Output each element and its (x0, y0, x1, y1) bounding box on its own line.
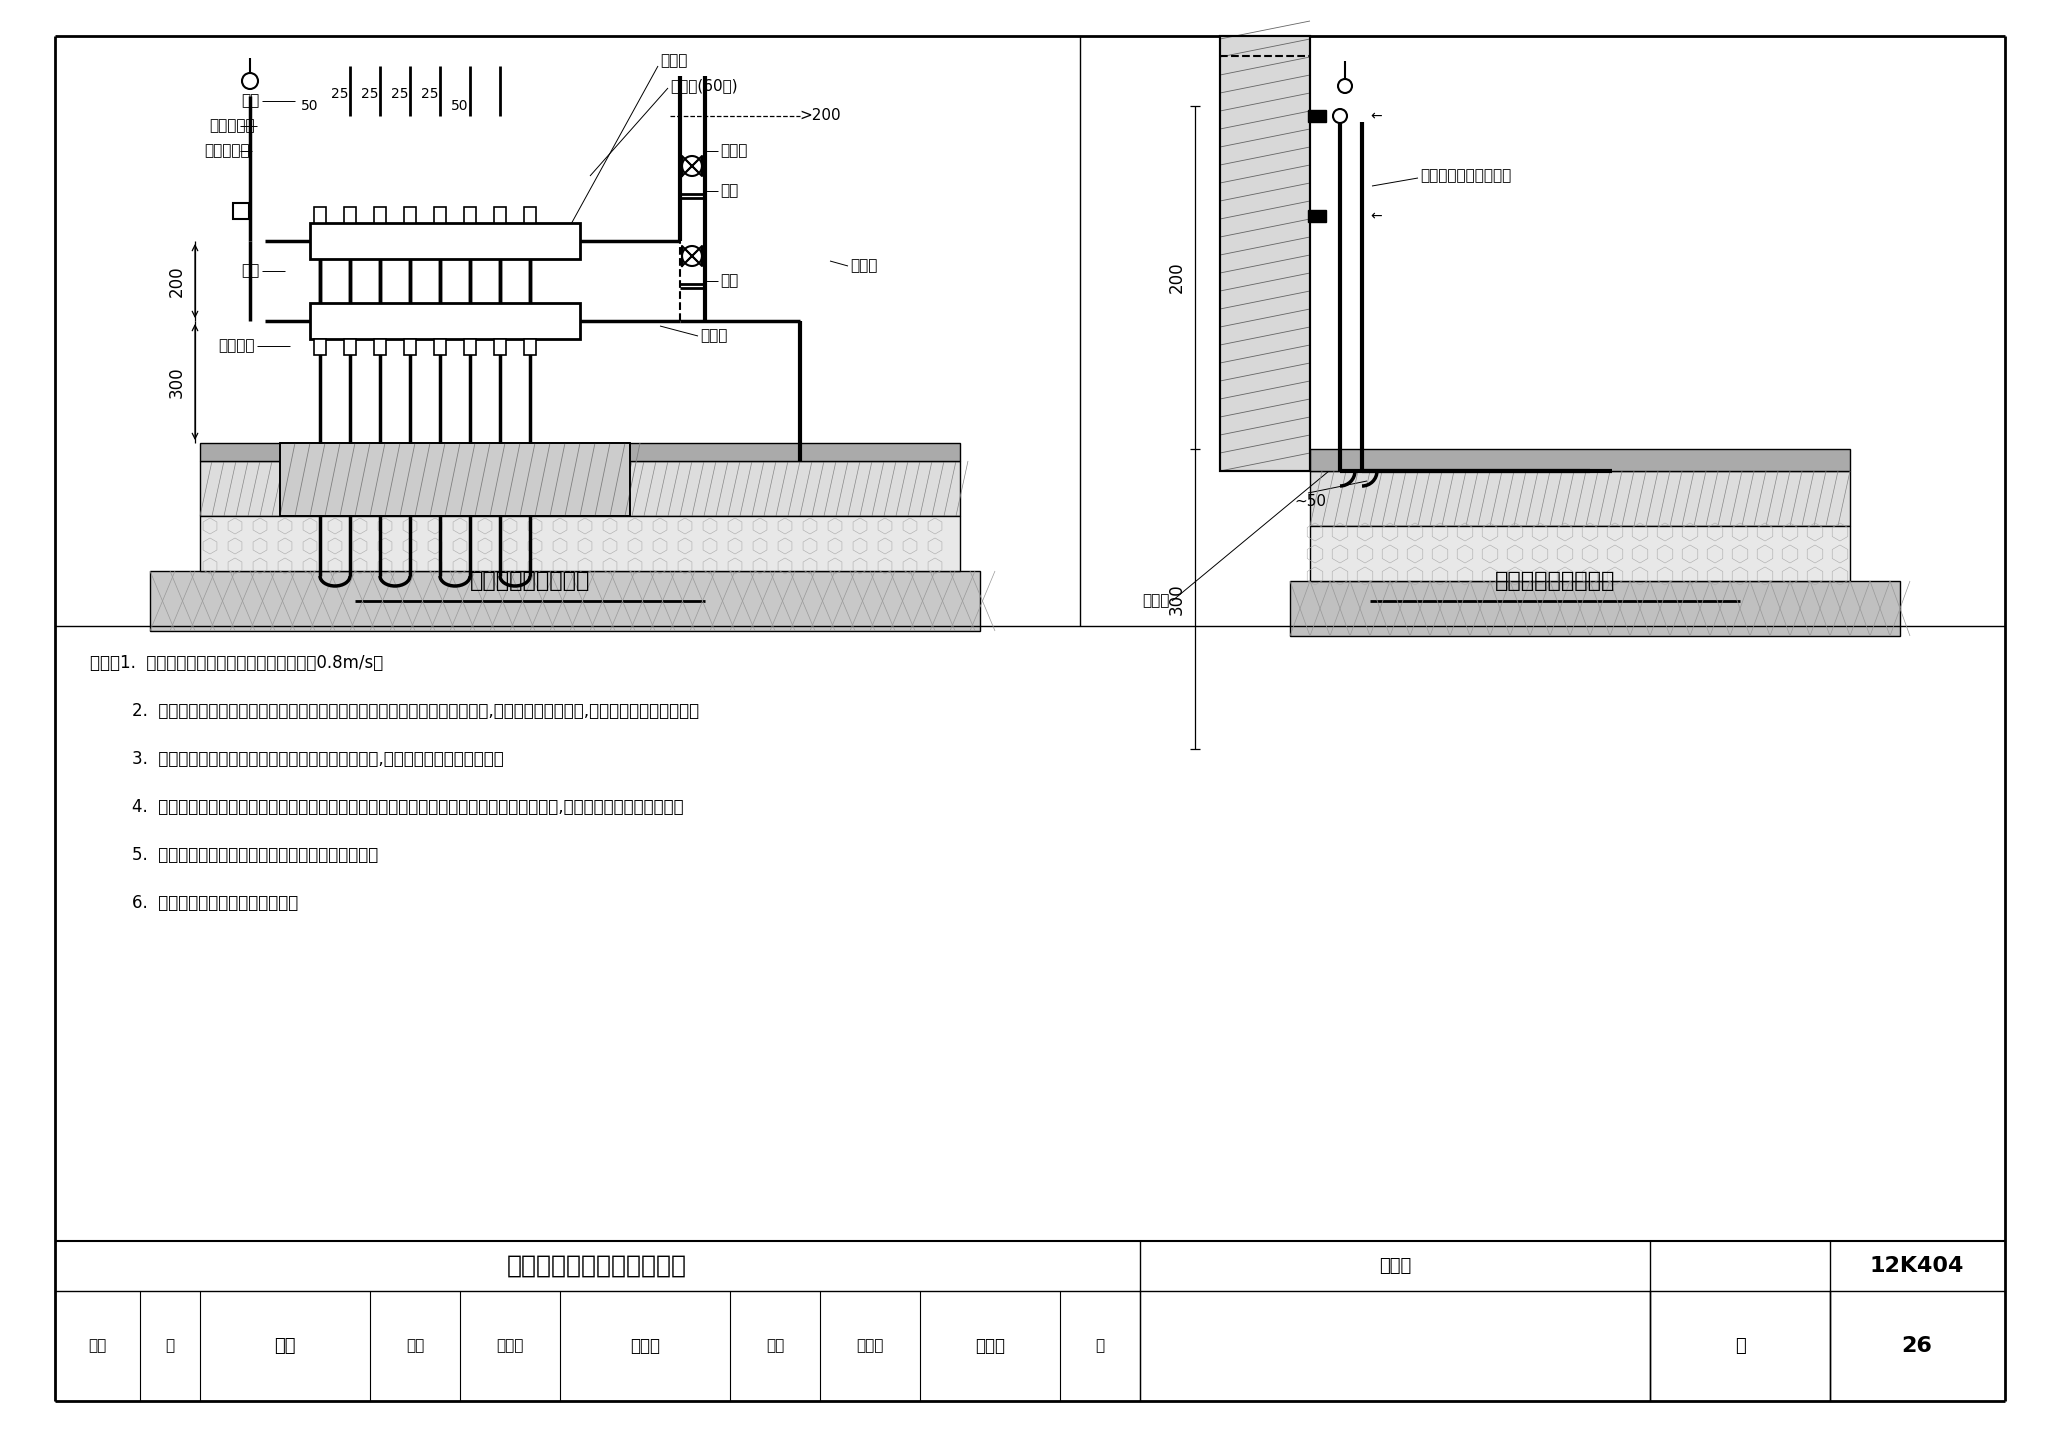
Bar (494, 339, 506, 355)
Text: 200: 200 (168, 265, 186, 297)
Circle shape (682, 156, 702, 176)
Bar (403, 207, 416, 223)
Text: 200: 200 (1167, 262, 1186, 293)
Text: 审核: 审核 (88, 1338, 106, 1354)
Bar (201, 462, 961, 515)
Bar (494, 207, 506, 223)
Bar (1311, 526, 1849, 581)
Bar (375, 207, 385, 223)
Bar (281, 443, 631, 515)
Text: >200: >200 (799, 109, 842, 124)
Bar (1290, 581, 1901, 636)
Bar (465, 339, 475, 355)
Text: 黑色塑料管或波纹套管: 黑色塑料管或波纹套管 (1419, 169, 1511, 183)
Bar (375, 339, 385, 355)
Circle shape (1333, 109, 1348, 122)
Bar (1221, 36, 1311, 470)
Text: 截止阀: 截止阀 (721, 144, 748, 159)
Text: 活接: 活接 (721, 274, 737, 288)
Text: 50: 50 (301, 99, 319, 114)
Bar (309, 223, 580, 259)
Text: 25: 25 (391, 87, 410, 100)
Text: 集水器: 集水器 (700, 329, 727, 344)
Text: 混凝土台: 混凝土台 (219, 338, 256, 354)
Text: 阀门: 阀门 (242, 264, 260, 278)
Circle shape (1337, 79, 1352, 93)
Text: 4.  分水器、集水器加热管进出地面宜设弯管卡；加热管进出地面至连接分、集水器的明装管段,应加装塑料管或波纹套管。: 4. 分水器、集水器加热管进出地面宜设弯管卡；加热管进出地面至连接分、集水器的明… (90, 798, 684, 815)
Text: 3.  分水器、集水器固定可选用支架、托钩等固定方式,也可采用嵌墙或箱罩安装。: 3. 分水器、集水器固定可选用支架、托钩等固定方式,也可采用嵌墙或箱罩安装。 (90, 750, 504, 767)
Bar (524, 207, 537, 223)
Text: 差压旁通阀: 差压旁通阀 (205, 144, 250, 159)
Text: 弯管卡: 弯管卡 (1143, 594, 1169, 609)
Text: 分集水器安装示意图: 分集水器安装示意图 (469, 571, 590, 591)
Text: 分集水器安装侧视图: 分集水器安装侧视图 (1495, 571, 1616, 591)
Text: 过滤器(60目): 过滤器(60目) (670, 79, 737, 93)
Text: 25: 25 (422, 87, 438, 100)
Text: 截止阀: 截止阀 (850, 259, 877, 274)
Text: ←: ← (1370, 210, 1382, 223)
Bar (344, 339, 356, 355)
Bar (1309, 210, 1325, 221)
Bar (313, 207, 326, 223)
Bar (281, 443, 631, 515)
Text: 阀门: 阀门 (242, 93, 260, 109)
Text: 自动排气阀: 自动排气阀 (209, 118, 256, 134)
Text: 页: 页 (1735, 1337, 1745, 1356)
Text: 300: 300 (1167, 584, 1186, 614)
Bar (465, 207, 475, 223)
Bar (233, 202, 250, 218)
Text: 邓有源: 邓有源 (975, 1337, 1006, 1356)
Bar (434, 207, 446, 223)
Bar (1311, 448, 1849, 470)
Bar (201, 443, 961, 462)
Text: 2.  分水器、集水器安装应包括主管关断阀或调节阀、过滤器、泄水阀、排气阀,支路关断阀或调节阀,分室控制时应设平衡阀。: 2. 分水器、集水器安装应包括主管关断阀或调节阀、过滤器、泄水阀、排气阀,支路关… (90, 702, 698, 721)
Bar (1309, 111, 1325, 122)
Text: 任兆成: 任兆成 (631, 1337, 659, 1356)
Text: 说明：1.  分水器、集水器直径断面流速不宜大于0.8m/s。: 说明：1. 分水器、集水器直径断面流速不宜大于0.8m/s。 (90, 654, 383, 673)
Text: ←: ← (1370, 109, 1382, 122)
Text: 5.  分水器、集水器可暗装或明装，具体由设计确定。: 5. 分水器、集水器可暗装或明装，具体由设计确定。 (90, 846, 379, 863)
Bar (313, 339, 326, 355)
Text: 分水器、集水器安装示意图: 分水器、集水器安装示意图 (508, 1254, 686, 1278)
Text: 26: 26 (1901, 1337, 1933, 1356)
Bar (150, 571, 981, 630)
Bar (1221, 36, 1311, 470)
Text: 12K404: 12K404 (1870, 1257, 1964, 1275)
Text: 高波: 高波 (274, 1337, 295, 1356)
Text: 图集号: 图集号 (1378, 1257, 1411, 1275)
Bar (1311, 470, 1849, 526)
Bar (344, 207, 356, 223)
Text: 设计: 设计 (766, 1338, 784, 1354)
Bar (434, 339, 446, 355)
Text: 6.  混凝土台尺寸具体由设计确定。: 6. 混凝土台尺寸具体由设计确定。 (90, 894, 299, 911)
Text: 高: 高 (166, 1338, 174, 1354)
Text: 300: 300 (168, 367, 186, 397)
Text: 任兆成: 任兆成 (496, 1338, 524, 1354)
Bar (403, 339, 416, 355)
Bar (201, 515, 961, 571)
Text: 页: 页 (1096, 1338, 1104, 1354)
Text: ~50: ~50 (1294, 494, 1325, 508)
Circle shape (682, 246, 702, 266)
Text: 活接: 活接 (721, 183, 737, 198)
Text: 25: 25 (360, 87, 379, 100)
Circle shape (242, 73, 258, 89)
Text: 50: 50 (451, 99, 469, 114)
Text: 邓有源: 邓有源 (856, 1338, 883, 1354)
Bar (309, 303, 580, 339)
Text: 分水器: 分水器 (659, 54, 688, 68)
Text: 校对: 校对 (406, 1338, 424, 1354)
Bar (524, 339, 537, 355)
Text: 25: 25 (332, 87, 348, 100)
